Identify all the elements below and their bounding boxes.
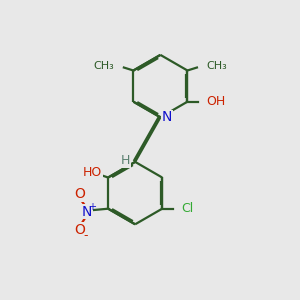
Text: OH: OH [206,95,225,108]
Text: O: O [74,188,85,201]
Text: N: N [162,110,172,124]
Text: O: O [74,223,85,237]
Text: N: N [82,205,92,219]
Text: Cl: Cl [182,202,194,215]
Text: H: H [121,154,130,167]
Text: -: - [84,229,88,242]
Text: CH₃: CH₃ [93,61,114,71]
Text: HO: HO [83,166,102,178]
Text: +: + [88,202,96,212]
Text: CH₃: CH₃ [207,61,227,71]
